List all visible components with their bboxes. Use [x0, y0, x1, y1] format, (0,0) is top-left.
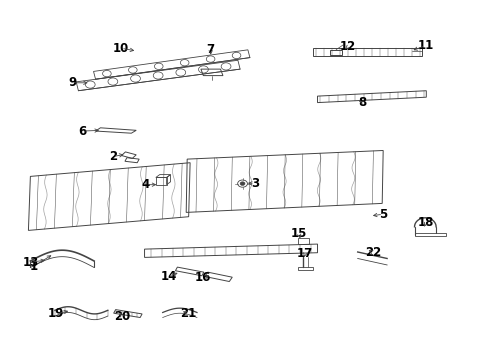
- Text: 4: 4: [142, 178, 150, 191]
- Text: 8: 8: [359, 96, 367, 109]
- Text: 22: 22: [365, 246, 382, 259]
- Text: 16: 16: [195, 271, 212, 284]
- Text: 11: 11: [417, 39, 434, 52]
- Text: 6: 6: [78, 125, 86, 138]
- Text: 1: 1: [29, 260, 37, 273]
- Text: 18: 18: [418, 216, 435, 229]
- Circle shape: [240, 182, 245, 185]
- Text: 7: 7: [207, 43, 215, 56]
- Text: 17: 17: [297, 247, 314, 260]
- Text: 14: 14: [161, 270, 177, 283]
- Text: 21: 21: [180, 307, 197, 320]
- Text: 9: 9: [69, 76, 76, 89]
- Text: 3: 3: [251, 177, 259, 190]
- Text: 12: 12: [340, 40, 356, 53]
- Text: 19: 19: [48, 307, 65, 320]
- Text: 15: 15: [291, 227, 307, 240]
- Text: 5: 5: [379, 208, 387, 221]
- Text: 13: 13: [23, 256, 39, 269]
- Text: 2: 2: [109, 150, 117, 163]
- Text: 10: 10: [113, 42, 129, 55]
- Text: 20: 20: [114, 310, 131, 323]
